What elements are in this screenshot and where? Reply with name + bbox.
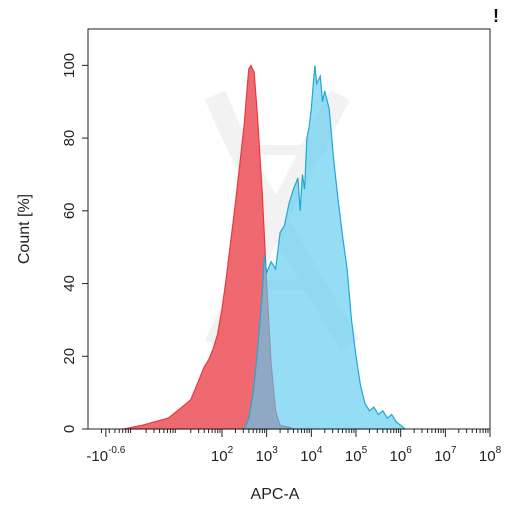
x-tick-label: 105 [345,445,368,465]
y-tick-label: 0 [61,425,78,433]
x-tick-label: 104 [300,445,323,465]
plot-frame [87,28,491,430]
x-tick-label: 103 [256,445,279,465]
x-tick-label: -10-0.6 [86,445,125,465]
y-axis-title: Count [%] [16,194,33,264]
axes-layer: 0 20 40 60 80 100 -10-0.6 102 103 104 105 106 107 108 [61,28,502,465]
corner-mark: ! [493,6,499,26]
x-tick-label: 108 [479,445,502,465]
histogram-series-2 [243,65,407,430]
y-tick-label: 60 [61,202,78,219]
x-tick-label: 107 [434,445,457,465]
y-tick-label: 40 [61,275,78,292]
x-axis-title: APC-A [251,486,300,503]
x-tick-label: 102 [211,445,234,465]
x-tick-label: 106 [390,445,413,465]
y-tick-label: 100 [61,53,78,78]
series-layer [123,64,407,430]
y-tick-label: 20 [61,348,78,365]
y-tick-label: 80 [61,130,78,147]
